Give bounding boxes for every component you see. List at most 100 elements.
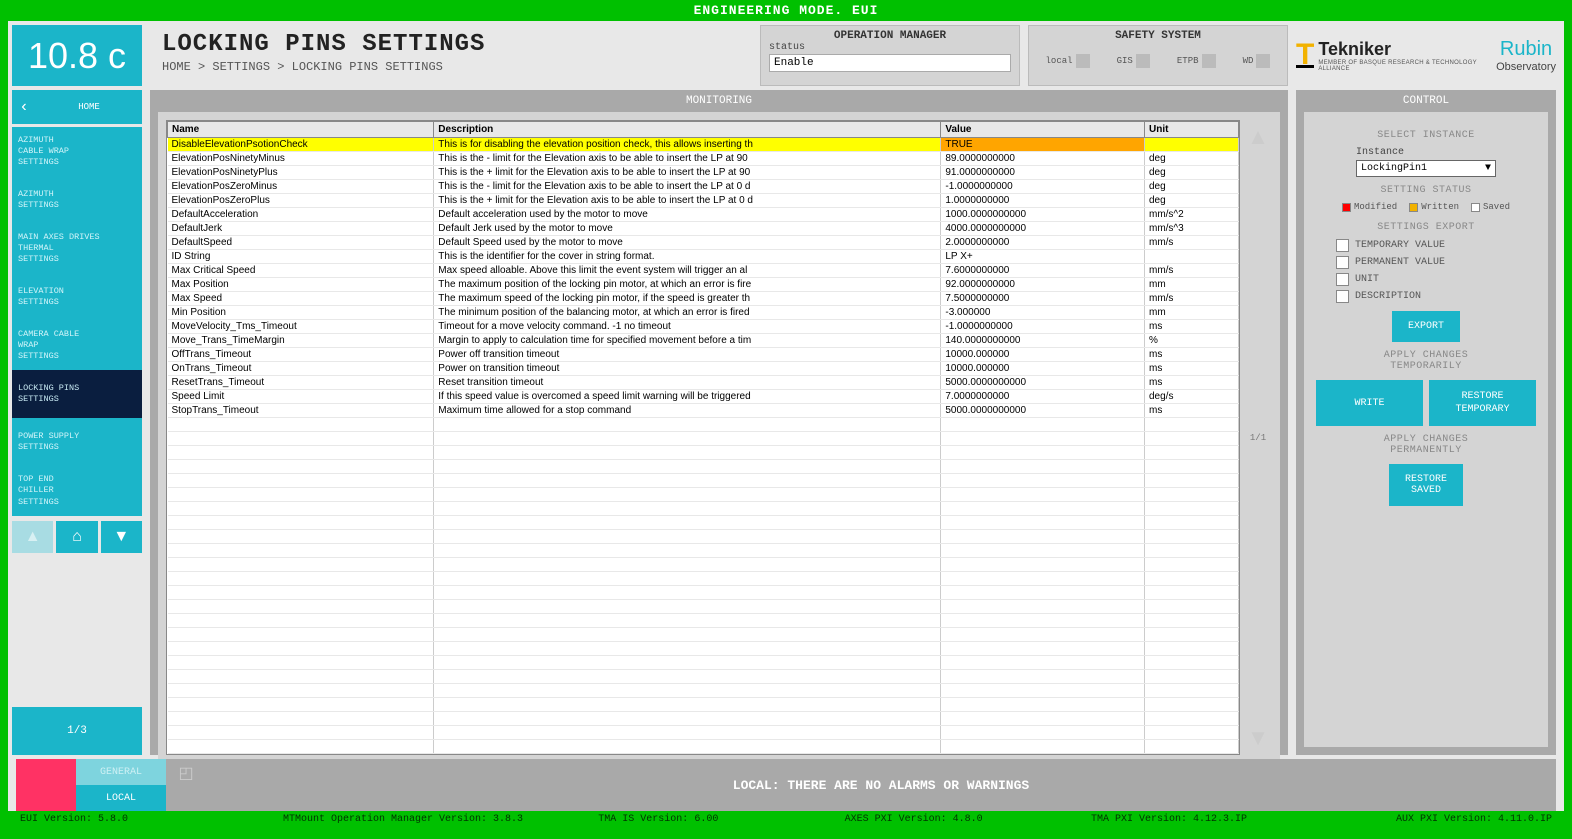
- cell-value: 140.0000000000: [941, 334, 1145, 348]
- sidebar-home-button[interactable]: ⌂: [56, 521, 97, 553]
- sidebar-item[interactable]: CAMERA CABLE WRAP SETTINGS: [12, 321, 142, 370]
- sidebar-item[interactable]: AZIMUTH CABLE WRAP SETTINGS: [12, 127, 142, 176]
- footer-expand-icon[interactable]: ◰: [166, 759, 206, 811]
- safety-status-box: [1256, 54, 1270, 68]
- cell-value: -1.0000000000: [941, 180, 1145, 194]
- cell-unit: mm/s^3: [1144, 222, 1238, 236]
- cell-unit: deg/s: [1144, 390, 1238, 404]
- sidebar-up-button[interactable]: ▲: [12, 521, 53, 553]
- sidebar-down-button[interactable]: ▼: [101, 521, 142, 553]
- cell-name: ElevationPosZeroMinus: [168, 180, 434, 194]
- cell-desc: This is the - limit for the Elevation ax…: [434, 152, 941, 166]
- cell-name: Max Speed: [168, 292, 434, 306]
- table-row-empty: [168, 474, 1239, 488]
- safety-status-box: [1202, 54, 1216, 68]
- cell-value: 5000.0000000000: [941, 376, 1145, 390]
- scroll-down-button[interactable]: ▼: [1247, 725, 1269, 751]
- restore-saved-button[interactable]: RESTORE SAVED: [1389, 464, 1463, 506]
- sidebar-item[interactable]: MAIN AXES DRIVES THERMAL SETTINGS: [12, 224, 142, 273]
- restore-temporary-button[interactable]: RESTORE TEMPORARY: [1429, 380, 1536, 426]
- write-button[interactable]: WRITE: [1316, 380, 1423, 426]
- sidebar-home[interactable]: ‹ HOME: [12, 90, 142, 124]
- table-row[interactable]: DefaultJerkDefault Jerk used by the moto…: [168, 222, 1239, 236]
- cell-name: DefaultSpeed: [168, 236, 434, 250]
- sidebar-item[interactable]: ELEVATION SETTINGS: [12, 273, 142, 321]
- safety-system-panel: SAFETY SYSTEM localGISETPBWD: [1028, 25, 1288, 86]
- export-button[interactable]: EXPORT: [1392, 311, 1460, 342]
- cell-value: -1.0000000000: [941, 320, 1145, 334]
- table-row[interactable]: StopTrans_TimeoutMaximum time allowed fo…: [168, 404, 1239, 418]
- table-row[interactable]: DisableElevationPsotionCheckThis is for …: [168, 138, 1239, 152]
- footer-local-tab[interactable]: LOCAL: [76, 785, 166, 811]
- cell-desc: This is for disabling the elevation posi…: [434, 138, 941, 152]
- export-option-label: UNIT: [1355, 274, 1379, 285]
- instance-select[interactable]: LockingPin1 ▼: [1356, 160, 1496, 177]
- sidebar-item[interactable]: LOCKING PINS SETTINGS: [12, 370, 142, 418]
- table-scroll: ▲ 1/1 ▼: [1244, 120, 1272, 755]
- sidebar-nav-buttons: ▲ ⌂ ▼: [12, 521, 142, 553]
- table-row[interactable]: DefaultSpeedDefault Speed used by the mo…: [168, 236, 1239, 250]
- table-row[interactable]: Min PositionThe minimum position of the …: [168, 306, 1239, 320]
- table-row[interactable]: Move_Trans_TimeMarginMargin to apply to …: [168, 334, 1239, 348]
- checkbox[interactable]: [1336, 239, 1349, 252]
- sidebar-item[interactable]: TOP END CHILLER SETTINGS: [12, 466, 142, 515]
- table-row[interactable]: Max PositionThe maximum position of the …: [168, 278, 1239, 292]
- sidebar-item[interactable]: POWER SUPPLY SETTINGS: [12, 418, 142, 466]
- cell-name: OffTrans_Timeout: [168, 348, 434, 362]
- table-row[interactable]: ID StringThis is the identifier for the …: [168, 250, 1239, 264]
- checkbox[interactable]: [1336, 290, 1349, 303]
- cell-value: 7.5000000000: [941, 292, 1145, 306]
- cell-unit: mm/s^2: [1144, 208, 1238, 222]
- footer-general-tab[interactable]: GENERAL: [76, 759, 166, 785]
- cell-desc: Reset transition timeout: [434, 376, 941, 390]
- cell-desc: The maximum position of the locking pin …: [434, 278, 941, 292]
- table-header[interactable]: Unit: [1144, 122, 1238, 138]
- table-row[interactable]: ResetTrans_TimeoutReset transition timeo…: [168, 376, 1239, 390]
- cell-unit: mm/s: [1144, 292, 1238, 306]
- table-header[interactable]: Value: [941, 122, 1145, 138]
- cell-desc: Default Speed used by the motor to move: [434, 236, 941, 250]
- table-header[interactable]: Description: [434, 122, 941, 138]
- tekniker-logo: T Tekniker MEMBER OF BASQUE RESEARCH & T…: [1296, 39, 1488, 72]
- cell-unit: ms: [1144, 404, 1238, 418]
- table-row[interactable]: Max Critical SpeedMax speed alloable. Ab…: [168, 264, 1239, 278]
- table-row[interactable]: ElevationPosNinetyMinusThis is the - lim…: [168, 152, 1239, 166]
- checkbox[interactable]: [1336, 256, 1349, 269]
- scroll-up-button[interactable]: ▲: [1247, 124, 1269, 150]
- table-row[interactable]: Speed LimitIf this speed value is overco…: [168, 390, 1239, 404]
- cell-desc: The maximum speed of the locking pin mot…: [434, 292, 941, 306]
- legend-color-box: [1409, 203, 1418, 212]
- export-option-label: TEMPORARY VALUE: [1355, 240, 1445, 251]
- table-row[interactable]: DefaultAccelerationDefault acceleration …: [168, 208, 1239, 222]
- table-row[interactable]: OffTrans_TimeoutPower off transition tim…: [168, 348, 1239, 362]
- sidebar-item[interactable]: AZIMUTH SETTINGS: [12, 176, 142, 224]
- export-option: DESCRIPTION: [1316, 290, 1536, 303]
- cell-name: Min Position: [168, 306, 434, 320]
- cell-name: ElevationPosZeroPlus: [168, 194, 434, 208]
- table-row[interactable]: ElevationPosNinetyPlusThis is the + limi…: [168, 166, 1239, 180]
- legend-label: Saved: [1483, 202, 1510, 212]
- checkbox[interactable]: [1336, 273, 1349, 286]
- table-header[interactable]: Name: [168, 122, 434, 138]
- footer-alarm-tab[interactable]: [16, 759, 76, 811]
- sidebar: ‹ HOME AZIMUTH CABLE WRAP SETTINGSAZIMUT…: [12, 90, 142, 755]
- footer-message: LOCAL: THERE ARE NO ALARMS OR WARNINGS: [206, 759, 1556, 811]
- table-row[interactable]: ElevationPosZeroPlusThis is the + limit …: [168, 194, 1239, 208]
- safety-status-box: [1076, 54, 1090, 68]
- table-row[interactable]: Max SpeedThe maximum speed of the lockin…: [168, 292, 1239, 306]
- scroll-page-indicator: 1/1: [1250, 433, 1266, 443]
- version-info: EUI Version: 5.8.0: [20, 814, 275, 825]
- table-row[interactable]: OnTrans_TimeoutPower on transition timeo…: [168, 362, 1239, 376]
- legend-item: Saved: [1471, 202, 1510, 212]
- logos: T Tekniker MEMBER OF BASQUE RESEARCH & T…: [1296, 25, 1556, 86]
- cell-name: MoveVelocity_Tms_Timeout: [168, 320, 434, 334]
- cell-desc: The minimum position of the balancing mo…: [434, 306, 941, 320]
- table-row-empty: [168, 614, 1239, 628]
- cell-value: 10000.000000: [941, 348, 1145, 362]
- table-row[interactable]: ElevationPosZeroMinusThis is the - limit…: [168, 180, 1239, 194]
- table-row[interactable]: MoveVelocity_Tms_TimeoutTimeout for a mo…: [168, 320, 1239, 334]
- version-badge: 10.8 c: [12, 25, 142, 86]
- cell-name: Speed Limit: [168, 390, 434, 404]
- safety-item-label: WD: [1243, 56, 1254, 66]
- table-row-empty: [168, 516, 1239, 530]
